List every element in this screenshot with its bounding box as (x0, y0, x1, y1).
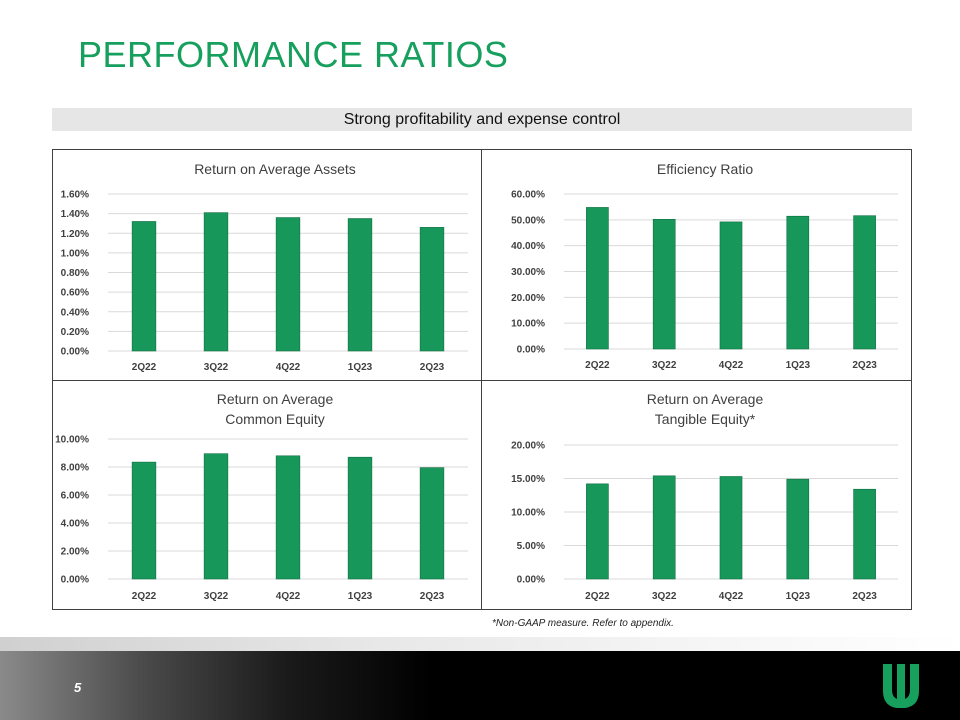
y-tick-label: 0.00% (517, 345, 545, 356)
y-tick-label: 50.00% (511, 215, 545, 226)
y-tick-label: 0.60% (61, 288, 89, 299)
y-tick-label: 60.00% (511, 190, 545, 201)
x-tick-label: 4Q22 (719, 591, 744, 602)
bar-1q23 (347, 456, 373, 580)
chart-grid: Return on Average Assets 0.00% 0.20% 0.40% 0… (52, 149, 912, 610)
x-tick-label: 2Q22 (585, 591, 610, 602)
bar-1q23 (347, 218, 373, 352)
y-tick-label: 40.00% (511, 241, 545, 252)
company-logo-icon (883, 664, 919, 708)
x-tick-label: 1Q23 (348, 591, 373, 602)
chart-title: Tangible Equity* (655, 411, 756, 427)
bar-1q23 (786, 478, 810, 580)
x-tick-label: 2Q22 (132, 362, 157, 373)
bar-2q23 (419, 467, 445, 580)
y-tick-label: 6.00% (61, 491, 89, 502)
x-tick-label: 1Q23 (786, 591, 811, 602)
bar-3q22 (652, 475, 676, 580)
x-tick-label: 2Q23 (852, 591, 877, 602)
bar-4q22 (275, 455, 301, 580)
chart-title: Common Equity (225, 411, 325, 427)
bar-2q22 (131, 221, 157, 352)
roace-bar-chart: Return on Average Common Equity 0.00% 2.00%… (55, 391, 468, 602)
x-tick-label: 2Q23 (420, 362, 445, 373)
y-tick-label: 5.00% (517, 541, 545, 552)
y-tick-label: 20.00% (511, 441, 545, 452)
bar-3q22 (203, 453, 229, 580)
y-tick-label: 0.80% (61, 268, 89, 279)
bar-2q22 (586, 483, 609, 580)
page-number: 5 (74, 680, 82, 695)
x-tick-label: 2Q22 (585, 360, 610, 371)
chart-title: Return on Average (647, 391, 764, 407)
y-tick-label: 30.00% (511, 267, 545, 278)
bar-2q23 (419, 227, 445, 352)
horizontal-divider (53, 380, 911, 381)
y-tick-label: 0.20% (61, 327, 89, 338)
chart-title: Efficiency Ratio (657, 161, 753, 177)
x-tick-label: 1Q23 (786, 360, 811, 371)
x-tick-label: 4Q22 (719, 360, 744, 371)
bar-3q22 (203, 212, 229, 352)
chart-title: Return on Average (217, 391, 334, 407)
y-tick-label: 15.00% (511, 474, 545, 485)
y-tick-label: 0.00% (61, 347, 89, 358)
x-tick-label: 1Q23 (348, 362, 373, 373)
footer-strip (0, 637, 960, 651)
y-tick-label: 1.20% (61, 229, 89, 240)
x-tick-label: 2Q22 (132, 591, 157, 602)
chart-title: Return on Average Assets (194, 161, 356, 177)
roaa-bar-chart: Return on Average Assets 0.00% 0.20% 0.40% 0… (61, 161, 468, 373)
y-tick-label: 0.00% (517, 575, 545, 586)
efficiency-ratio-bar-chart: Efficiency Ratio 0.00% 10.00% 20.00% 30.00% 4… (511, 161, 898, 371)
bar-4q22 (719, 476, 743, 580)
x-tick-label: 3Q22 (652, 591, 677, 602)
bar-2q23 (853, 215, 876, 350)
subtitle-banner: Strong profitability and expense control (52, 108, 912, 131)
y-tick-label: 10.00% (511, 319, 545, 330)
footer-band (0, 651, 960, 720)
y-tick-label: 10.00% (511, 508, 545, 519)
chart-panel-roaa: Return on Average Assets 0.00% 0.20% 0.40% 0… (53, 150, 481, 380)
bar-3q22 (652, 219, 676, 350)
footnote: *Non-GAAP measure. Refer to appendix. (492, 618, 674, 629)
rote-bar-chart: Return on Average Tangible Equity* 0.00% 5.… (511, 391, 898, 602)
page-title: PERFORMANCE RATIOS (78, 34, 509, 75)
y-tick-label: 20.00% (511, 293, 545, 304)
x-tick-label: 3Q22 (204, 362, 229, 373)
y-tick-label: 1.60% (61, 190, 89, 201)
x-tick-label: 2Q23 (420, 591, 445, 602)
y-tick-label: 4.00% (61, 519, 89, 530)
x-tick-label: 3Q22 (652, 360, 677, 371)
x-tick-label: 3Q22 (204, 591, 229, 602)
bar-2q22 (586, 207, 609, 350)
y-tick-label: 2.00% (61, 547, 89, 558)
bar-4q22 (719, 221, 743, 350)
chart-panel-rote: Return on Average Tangible Equity* 0.00% 5.… (482, 381, 912, 610)
y-tick-label: 1.00% (61, 248, 89, 259)
chart-panel-roace: Return on Average Common Equity 0.00% 2.00%… (53, 381, 481, 610)
vertical-divider (481, 150, 482, 609)
bar-4q22 (275, 217, 301, 352)
x-tick-label: 4Q22 (276, 362, 301, 373)
x-tick-label: 4Q22 (276, 591, 301, 602)
chart-panel-efficiency: Efficiency Ratio 0.00% 10.00% 20.00% 30.00% 4… (482, 150, 912, 380)
y-tick-label: 8.00% (61, 463, 89, 474)
y-tick-label: 10.00% (55, 435, 89, 446)
y-tick-label: 1.40% (61, 209, 89, 220)
y-tick-label: 0.40% (61, 307, 89, 318)
bar-1q23 (786, 215, 810, 350)
bar-2q23 (853, 488, 876, 580)
bar-2q22 (131, 461, 157, 580)
y-tick-label: 0.00% (61, 575, 89, 586)
x-tick-label: 2Q23 (852, 360, 877, 371)
